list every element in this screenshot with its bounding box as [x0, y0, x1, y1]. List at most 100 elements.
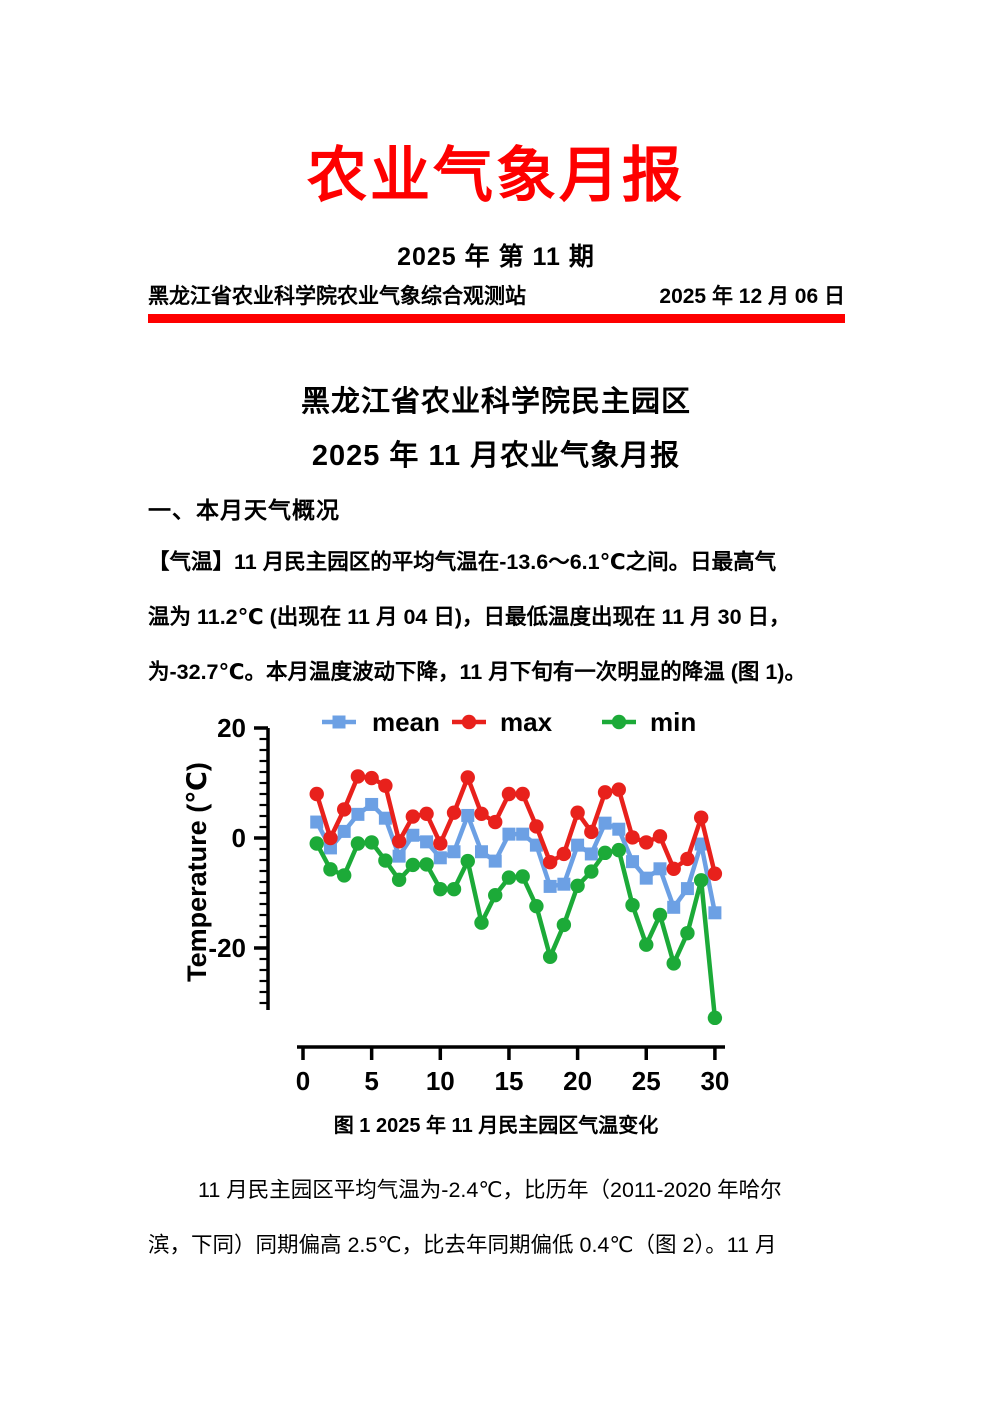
series-max-marker	[309, 786, 324, 802]
series-max-marker	[707, 866, 723, 881]
y-tick-label: 20	[217, 713, 246, 743]
issue-line: 2025 年 第 11 期	[397, 243, 595, 271]
series-max-marker	[350, 769, 366, 784]
series-mean-marker	[516, 827, 530, 841]
series-mean-marker	[502, 827, 516, 841]
series-mean-marker	[337, 824, 351, 838]
series-max-marker	[611, 782, 626, 797]
series-mean-marker	[680, 882, 694, 896]
section1-title: 一、本月天气概况	[148, 497, 340, 523]
report-title: 农业气象月报	[307, 142, 685, 209]
series-min-marker	[501, 870, 517, 885]
y-tick-label: 0	[232, 823, 246, 853]
series-min-marker	[433, 881, 448, 897]
paragraph-line: 温为 11.2℃ (出现在 11 月 04 日)，日最低温度出现在 11 月 3…	[148, 605, 791, 629]
series-mean-marker	[351, 807, 365, 821]
series-min-marker	[693, 873, 709, 888]
series-mean-marker	[529, 838, 543, 852]
legend-max-marker	[461, 714, 477, 730]
series-max-marker	[652, 829, 668, 844]
paragraph-line: 滨，下同）同期偏高 2.5℃，比去年同期偏低 0.4℃（图 2）。11 月	[148, 1233, 777, 1257]
series-mean-marker	[406, 828, 420, 842]
report-date: 2025 年 12 月 06 日	[659, 285, 845, 308]
series-mean-marker	[543, 879, 557, 893]
series-max-line	[314, 774, 718, 876]
series-max-marker	[323, 830, 338, 846]
series-max-marker	[460, 770, 475, 785]
series-max-marker	[556, 846, 572, 862]
series-mean-marker	[447, 845, 461, 859]
station-row: 黑龙江省农业科学院农业气象综合观测站 2025 年 12 月 06 日	[148, 282, 845, 312]
legend-mean-marker	[332, 715, 346, 729]
series-min-marker	[336, 868, 352, 883]
series-mean-marker	[612, 822, 626, 836]
series-mean-marker	[420, 835, 434, 849]
series-mean-marker	[461, 808, 475, 822]
series-max-marker	[666, 861, 681, 876]
y-tick-label: -20	[208, 933, 246, 963]
x-tick-label: 10	[426, 1066, 455, 1096]
temperature-paragraph: 【气温】11 月民主园区的平均气温在-13.6～6.1℃之间。日最高气 温为 1…	[148, 535, 854, 700]
x-tick-label: 20	[563, 1066, 592, 1096]
series-min-marker	[474, 915, 489, 930]
series-mean-marker	[557, 877, 571, 891]
series-mean-marker	[667, 900, 681, 914]
series-mean-marker	[626, 855, 640, 869]
figure1-caption: 图 1 2025 年 11 月民主园区气温变化	[333, 1115, 659, 1137]
x-tick-label: 15	[494, 1066, 523, 1096]
series-max-marker	[529, 819, 544, 834]
series-min-marker	[446, 881, 462, 897]
series-mean-marker	[653, 862, 667, 876]
series-mean-marker	[598, 816, 612, 830]
series-mean-marker	[310, 815, 324, 829]
series-mean-marker	[708, 906, 722, 920]
series-mean-marker	[433, 851, 447, 865]
series-mean-marker	[571, 838, 585, 852]
series-max-marker	[639, 835, 654, 850]
series-max-marker	[570, 805, 585, 820]
series-mean-marker	[474, 845, 488, 859]
series-max-marker	[542, 855, 558, 870]
series-max-marker	[378, 778, 393, 793]
series-max-marker	[405, 809, 421, 824]
series-max-marker	[584, 824, 599, 840]
series-max-marker	[336, 802, 352, 817]
series-min-marker	[405, 857, 421, 873]
series-min-marker	[625, 897, 640, 913]
series-min-marker	[639, 937, 654, 952]
series-mean-marker	[323, 841, 337, 855]
series-max-marker	[515, 786, 530, 802]
paragraph-line: 【气温】11 月民主园区的平均气温在-13.6～6.1℃之间。日最高气	[148, 550, 777, 574]
series-max-marker	[364, 770, 379, 786]
legend-min-label: min	[650, 707, 696, 737]
series-min-marker	[323, 862, 338, 877]
x-tick-label: 0	[296, 1066, 310, 1096]
series-min-marker	[391, 872, 407, 887]
series-max-marker	[488, 814, 503, 830]
station-name: 黑龙江省农业科学院农业气象综合观测站	[148, 285, 526, 308]
series-min-marker	[652, 907, 668, 923]
series-min-marker	[707, 1010, 723, 1026]
series-max-marker	[419, 806, 434, 821]
series-min-marker	[584, 864, 599, 879]
series-min-marker	[378, 853, 393, 868]
x-tick-label: 25	[632, 1066, 661, 1096]
series-min-marker	[666, 956, 681, 971]
legend-mean-label: mean	[372, 707, 440, 737]
legend-min-marker	[611, 714, 627, 730]
series-min-marker	[570, 878, 585, 894]
series-mean-marker	[378, 811, 392, 825]
paragraph-line: 为-32.7℃。本月温度波动下降，11 月下旬有一次明显的降温 (图 1)。	[148, 660, 806, 684]
series-max-marker	[597, 785, 613, 800]
series-min-marker	[488, 888, 503, 903]
series-min-marker	[309, 836, 324, 851]
summary-paragraph: 11 月民主园区平均气温为-2.4℃，比历年（2011-2020 年哈尔 滨，下…	[148, 1163, 854, 1273]
x-tick-label: 30	[700, 1066, 729, 1096]
series-min-marker	[350, 836, 366, 851]
series-min-marker	[529, 899, 544, 914]
series-max-marker	[680, 851, 695, 867]
divider-rule	[148, 314, 845, 323]
series-min-marker	[542, 949, 558, 964]
